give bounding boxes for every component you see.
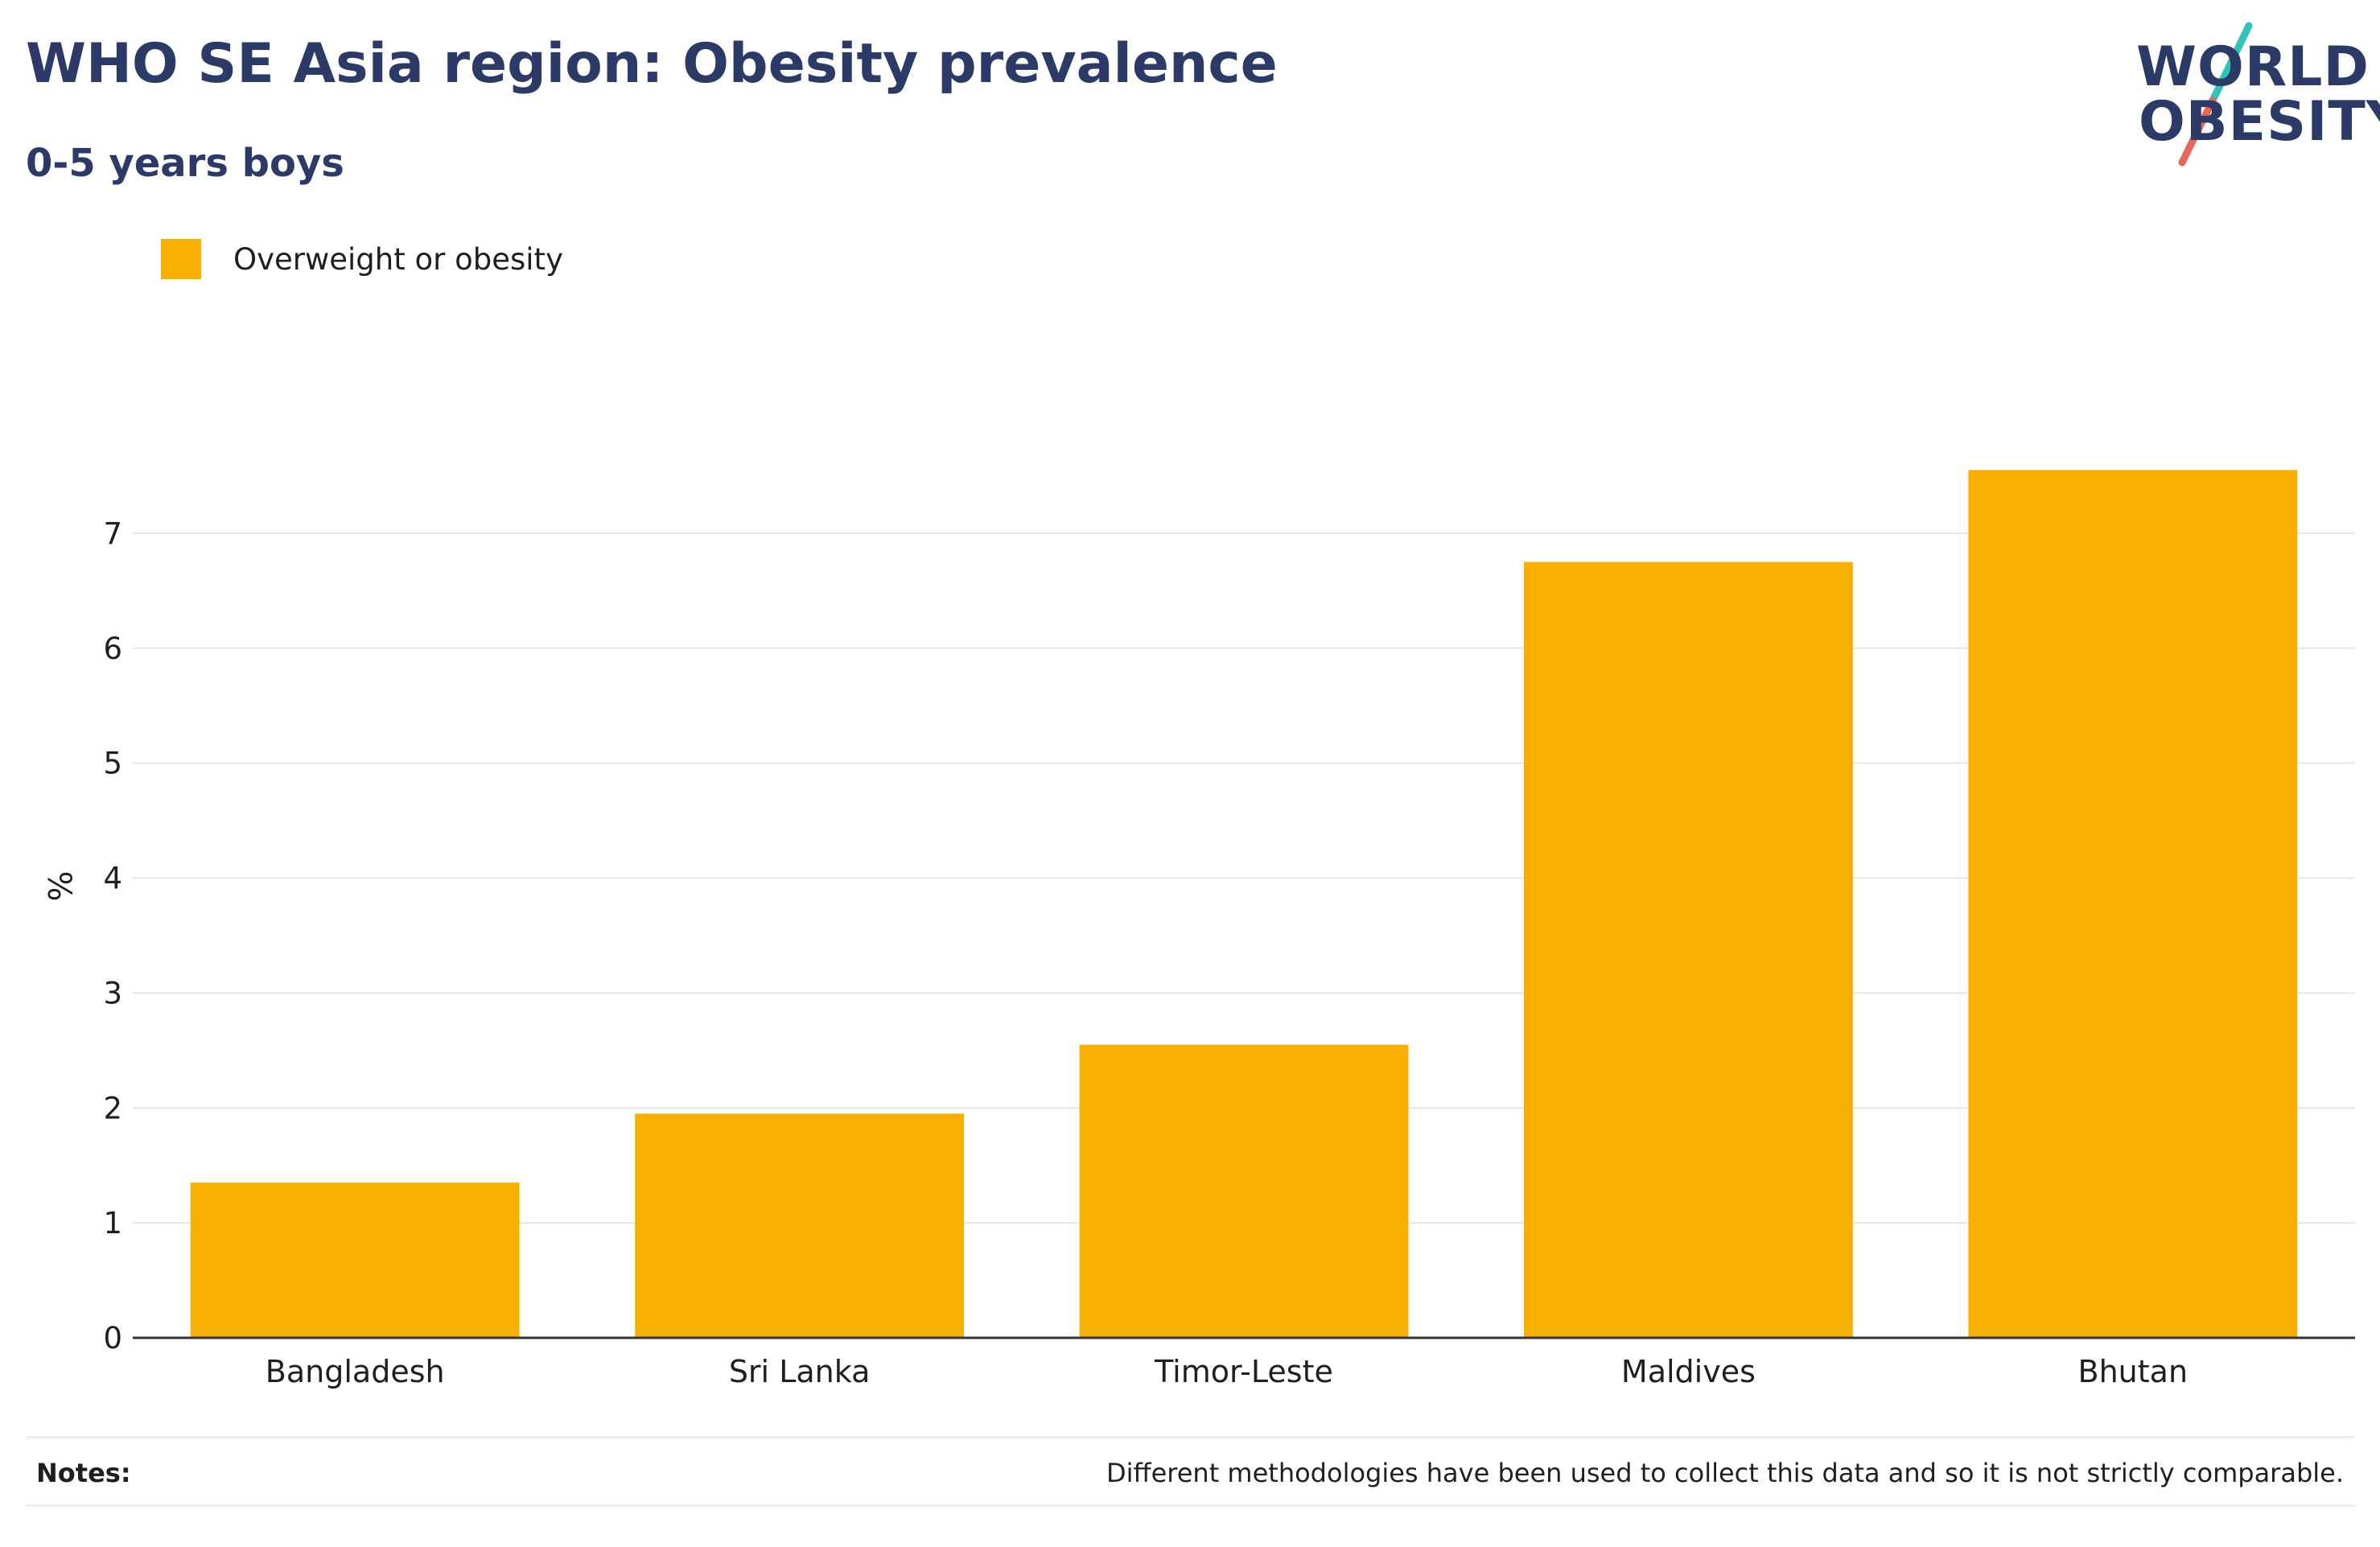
y-tick-label: 7 — [103, 516, 122, 551]
world-obesity-logo: WORLD OBESITY — [2092, 16, 2380, 169]
chart-title: WHO SE Asia region: Obesity prevalence — [26, 32, 1278, 96]
bar-bangladesh — [190, 1183, 520, 1338]
logo-slash-icon — [2178, 22, 2253, 167]
bar-maldives — [1524, 562, 1853, 1338]
y-tick-label: 0 — [103, 1321, 122, 1356]
notes-bottom-divider — [26, 1504, 2355, 1507]
y-tick-label: 5 — [103, 747, 122, 781]
notes-label: Notes: — [36, 1458, 131, 1488]
legend-swatch — [161, 239, 201, 279]
y-axis-label: % — [40, 870, 77, 901]
x-tick-label: Timor-Leste — [1154, 1354, 1333, 1389]
logo-text-world: WORLD — [2136, 35, 2370, 99]
x-tick-label: Sri Lanka — [729, 1354, 871, 1389]
notes-text: Different methodologies have been used t… — [1106, 1458, 2344, 1488]
logo-text-obesity: OBESITY — [2139, 90, 2380, 154]
y-tick-label: 3 — [103, 976, 122, 1010]
y-tick-label: 6 — [103, 632, 122, 666]
y-tick-label: 2 — [103, 1091, 122, 1125]
bar-sri-lanka — [635, 1113, 964, 1338]
x-tick-label: Bhutan — [2078, 1354, 2189, 1389]
y-tick-label: 4 — [103, 862, 122, 896]
notes-top-divider — [26, 1436, 2355, 1438]
x-tick-label: Bangladesh — [266, 1354, 445, 1389]
chart-subtitle: 0-5 years boys — [26, 141, 344, 186]
legend-label: Overweight or obesity — [233, 241, 563, 277]
bar-timor-leste — [1079, 1044, 1409, 1338]
y-tick-label: 1 — [103, 1206, 122, 1240]
legend: Overweight or obesity — [161, 239, 563, 279]
x-tick-label: Maldives — [1621, 1354, 1756, 1389]
bar-bhutan — [1968, 470, 2298, 1339]
